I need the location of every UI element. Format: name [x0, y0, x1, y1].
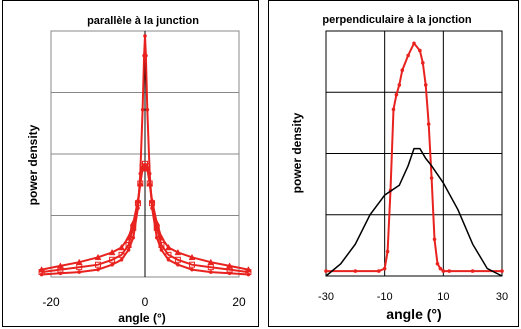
data-point	[154, 235, 159, 240]
data-point	[94, 253, 102, 261]
data-point	[109, 256, 116, 263]
x-tick-label: -20	[42, 295, 60, 309]
grid	[326, 31, 502, 276]
data-point	[75, 258, 83, 265]
y-axis-label: power density	[26, 124, 40, 205]
data-point	[108, 248, 116, 256]
data-point	[134, 197, 142, 204]
data-point	[165, 243, 172, 251]
data-point	[145, 107, 150, 112]
x-tick-label: 30	[496, 291, 508, 303]
data-point	[188, 253, 196, 261]
data-point	[441, 269, 446, 273]
data-point	[118, 243, 125, 251]
data-point	[158, 242, 165, 249]
x-tick-label: -30	[318, 291, 334, 303]
data-point	[394, 92, 399, 97]
chart-title: perpendiculaire à la jonction	[322, 14, 471, 26]
data-point	[129, 219, 137, 226]
chart-parallel: parallèle à la junction power density an…	[26, 15, 252, 325]
data-point	[385, 249, 390, 254]
data-point	[435, 261, 440, 266]
data-point	[148, 197, 156, 204]
x-tick-label: 20	[232, 295, 246, 309]
y-axis-label: power density	[290, 112, 304, 193]
data-point	[432, 237, 437, 242]
chart-perpendicular-panel: perpendiculaire à la jonction power dens…	[268, 0, 519, 327]
plot-area	[325, 30, 503, 277]
data-point	[447, 269, 451, 273]
series-line-0	[326, 41, 502, 273]
data-point	[166, 257, 171, 262]
data-point	[144, 53, 148, 58]
data-point	[391, 107, 396, 112]
x-tick-label: -10	[377, 291, 393, 303]
data-point	[421, 61, 425, 65]
data-point	[426, 122, 431, 126]
chart-perpendicular: perpendiculaire à la jonction power dens…	[290, 14, 508, 322]
data-point	[207, 258, 215, 265]
data-point	[126, 248, 131, 252]
data-point	[143, 165, 151, 172]
data-point	[143, 34, 147, 38]
data-point	[382, 266, 387, 271]
data-point	[38, 266, 46, 273]
data-point	[423, 83, 428, 87]
data-point	[174, 248, 182, 256]
chart-parallel-panel: parallèle à la junction power density an…	[2, 0, 259, 327]
data-point	[95, 261, 101, 268]
data-point	[56, 262, 64, 269]
data-point	[174, 256, 181, 263]
data-point	[118, 251, 125, 258]
data-point	[412, 41, 416, 46]
data-point	[131, 235, 136, 240]
data-point	[438, 266, 443, 271]
x-axis-label: angle (°)	[118, 311, 165, 325]
x-axis-label: angle (°)	[386, 306, 441, 322]
data-point	[406, 53, 410, 58]
data-point	[400, 68, 405, 72]
data-point	[500, 269, 504, 273]
data-point	[244, 266, 252, 273]
data-point	[119, 257, 124, 262]
data-point	[324, 269, 328, 273]
data-point	[96, 267, 100, 272]
data-point	[397, 83, 402, 87]
data-point	[158, 234, 165, 241]
x-tick-label: 10	[437, 291, 449, 303]
data-point	[140, 107, 145, 112]
data-point	[125, 234, 132, 241]
data-point	[159, 248, 164, 252]
data-point	[165, 251, 172, 258]
data-point	[226, 262, 234, 269]
x-tick-label: 0	[142, 295, 149, 309]
data-point	[110, 262, 114, 267]
data-point	[377, 269, 381, 273]
chart-title: parallèle à la junction	[87, 15, 199, 27]
data-point	[153, 219, 161, 226]
data-point	[418, 48, 422, 53]
data-point	[353, 269, 358, 273]
data-point	[77, 270, 81, 274]
data-point	[176, 262, 180, 267]
data-point	[190, 267, 194, 272]
data-point	[209, 270, 213, 274]
data-point	[136, 179, 144, 187]
data-point	[429, 176, 434, 180]
series-line-1	[325, 147, 503, 277]
data-point	[189, 261, 195, 268]
data-point	[146, 179, 154, 187]
data-point	[470, 269, 475, 273]
data-point	[125, 242, 132, 249]
